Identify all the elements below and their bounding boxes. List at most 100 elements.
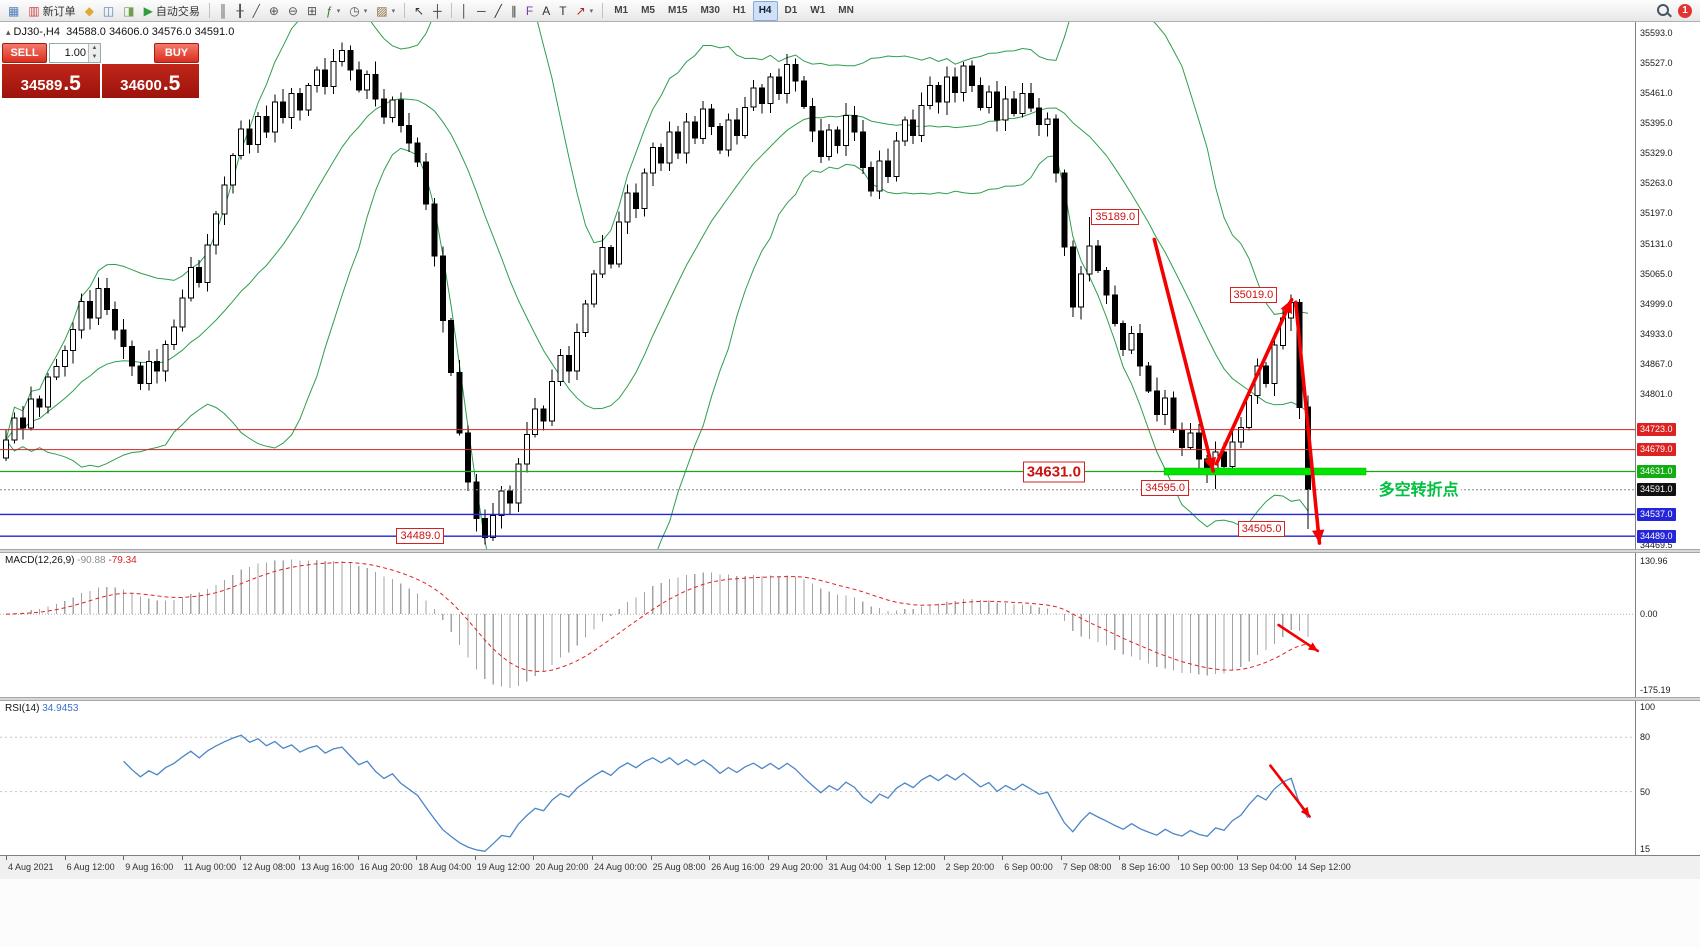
metaeditor-button[interactable]: ◆	[81, 1, 98, 21]
vertical-line-icon: │	[460, 3, 469, 18]
time-tick	[181, 856, 183, 860]
alerts-badge[interactable]: 1	[1678, 3, 1692, 18]
trendline-icon: ╱	[494, 3, 502, 18]
time-tick	[1119, 856, 1121, 860]
rsi-line	[123, 734, 1309, 852]
timeframe-mn-button[interactable]: MN	[838, 5, 854, 16]
indicators-button[interactable]: ƒ ▾	[322, 1, 344, 21]
price-scale-label: 35065.0	[1640, 268, 1673, 279]
price-callout[interactable]: 35019.0	[1229, 286, 1278, 303]
indicators-caret-icon[interactable]: ▾	[336, 7, 341, 15]
timeframe-w1-button[interactable]: W1	[810, 5, 826, 16]
price-line-marker: 34489.0	[1637, 529, 1676, 543]
price-callout[interactable]: 35189.0	[1091, 209, 1140, 226]
periods-caret-icon[interactable]: ▾	[363, 7, 368, 15]
indicators-icon: ƒ	[326, 3, 333, 18]
rsi-canvas[interactable]	[0, 701, 1635, 855]
trend-arrows[interactable]	[1152, 237, 1325, 545]
support-zone-bar[interactable]	[1163, 467, 1367, 476]
macd-scale-label: 130.96	[1640, 556, 1668, 566]
time-label: 8 Sep 16:00	[1121, 862, 1170, 872]
timeframe-m30-button[interactable]: M30	[700, 5, 720, 16]
label-button[interactable]: T	[555, 1, 570, 21]
metaeditor-icon: ◆	[84, 3, 94, 18]
price-callout[interactable]: 34505.0	[1237, 520, 1286, 537]
timeframe-d1-button[interactable]: D1	[784, 5, 798, 16]
fibonacci-button[interactable]: F	[522, 1, 537, 21]
text-icon: A	[542, 3, 551, 18]
timeframe-m5-button[interactable]: M5	[641, 5, 655, 16]
volume-value: 1.00	[64, 47, 86, 59]
price-callout[interactable]: 34489.0	[396, 528, 445, 545]
time-label: 24 Aug 00:00	[594, 862, 648, 872]
auto-trading-button[interactable]: ▶ 自动交易	[140, 1, 204, 21]
price-scale-label: 35593.0	[1640, 27, 1673, 38]
turning-point-annotation[interactable]: 多空转折点	[1376, 475, 1461, 500]
crosshair-button[interactable]: ┼	[429, 1, 446, 21]
time-axis[interactable]: 4 Aug 2021 6 Aug 12:00 9 Aug 16:00 11 Aug 0…	[0, 855, 1700, 879]
time-tick	[123, 856, 125, 860]
timeframe-m1-button[interactable]: M1	[614, 5, 629, 16]
timeframe-h1-button[interactable]: H1	[732, 5, 746, 16]
cursor-button[interactable]: ↖	[410, 1, 428, 21]
trendline-button[interactable]: ╱	[491, 1, 506, 21]
volume-input[interactable]: 1.00 ▲ ▼	[49, 43, 101, 63]
window-footer-blank	[0, 879, 1700, 947]
navigator-icon: ◨	[123, 3, 135, 18]
zoom-out-button[interactable]: ⊖	[284, 1, 302, 21]
sell-button[interactable]: SELL	[2, 43, 47, 63]
buy-button[interactable]: BUY	[154, 43, 199, 63]
sell-price[interactable]: 34589.5	[2, 64, 100, 98]
volume-up-icon[interactable]: ▲	[89, 44, 100, 53]
macd-canvas[interactable]	[0, 553, 1635, 697]
rsi-scale[interactable]: 100 80 50 15	[1635, 701, 1700, 855]
tile-windows-button[interactable]: ⊞	[303, 1, 321, 21]
arrows-caret-icon[interactable]: ▾	[589, 7, 594, 15]
rsi-panel[interactable]: RSI(14) 34.9453	[0, 701, 1635, 855]
price-callout[interactable]: 34631.0	[1022, 461, 1085, 482]
arrows-button[interactable]: ↗ ▾	[572, 1, 598, 21]
time-label: 11 Aug 00:00	[183, 862, 237, 872]
volume-stepper[interactable]: ▲ ▼	[88, 44, 100, 62]
buy-price[interactable]: 34600.5	[101, 64, 199, 98]
channel-button[interactable]: ∥	[507, 1, 521, 21]
price-callout[interactable]: 34595.0	[1141, 479, 1189, 496]
price-line-marker: 34537.0	[1637, 507, 1676, 521]
periods-button[interactable]: ◷ ▾	[345, 1, 371, 21]
time-label: 18 Aug 04:00	[418, 862, 472, 872]
horizontal-line-button[interactable]: ─	[473, 1, 490, 21]
zoom-in-button[interactable]: ⊕	[265, 1, 283, 21]
volume-down-icon[interactable]: ▼	[89, 53, 100, 62]
vertical-line-button[interactable]: │	[457, 1, 473, 21]
text-button[interactable]: A	[538, 1, 554, 21]
bar-chart-button[interactable]: ║	[215, 1, 232, 21]
time-tick	[1002, 856, 1004, 860]
panel-separator[interactable]	[0, 697, 1700, 701]
timeframe-h4-button[interactable]: H4	[752, 0, 778, 21]
macd-panel[interactable]: MACD(12,26,9) -90.88 -79.34	[0, 553, 1635, 697]
templates-button[interactable]: ▨ ▾	[372, 1, 399, 21]
price-scale-label: 34801.0	[1640, 389, 1673, 399]
macd-scale[interactable]: 130.96 0.00 -175.19	[1635, 553, 1700, 697]
charts-button[interactable]: ▦	[4, 1, 23, 21]
new-order-button[interactable]: ▥ 新订单	[24, 1, 79, 21]
templates-icon: ▨	[376, 3, 388, 18]
panel-separator[interactable]	[0, 549, 1700, 553]
main-chart-canvas[interactable]	[0, 22, 1635, 549]
market-watch-button[interactable]: ◫	[99, 1, 118, 21]
time-tick	[357, 856, 359, 860]
rsi-scale-label: 15	[1640, 844, 1651, 854]
navigator-button[interactable]: ◨	[119, 1, 138, 21]
timeframe-m15-button[interactable]: M15	[668, 5, 688, 16]
new-order-label: 新订单	[42, 5, 76, 18]
price-scale-label: 35527.0	[1640, 58, 1673, 69]
main-chart-panel[interactable]: ▴ DJ30-,H4 34588.0 34606.0 34576.0 34591.…	[0, 22, 1635, 549]
price-scale[interactable]: 35593.0 35527.0 35461.0 35395.0 35329.0 35263…	[1635, 22, 1700, 549]
price-scale-label: 34867.0	[1640, 358, 1673, 369]
templates-caret-icon[interactable]: ▾	[391, 7, 396, 15]
candlestick-chart-button[interactable]: ╂	[232, 1, 247, 21]
search-icon[interactable]	[1656, 3, 1671, 18]
periods-icon: ◷	[349, 3, 360, 18]
collapse-triangle-icon[interactable]: ▴	[6, 27, 11, 37]
line-chart-button[interactable]: ╱	[249, 1, 264, 21]
